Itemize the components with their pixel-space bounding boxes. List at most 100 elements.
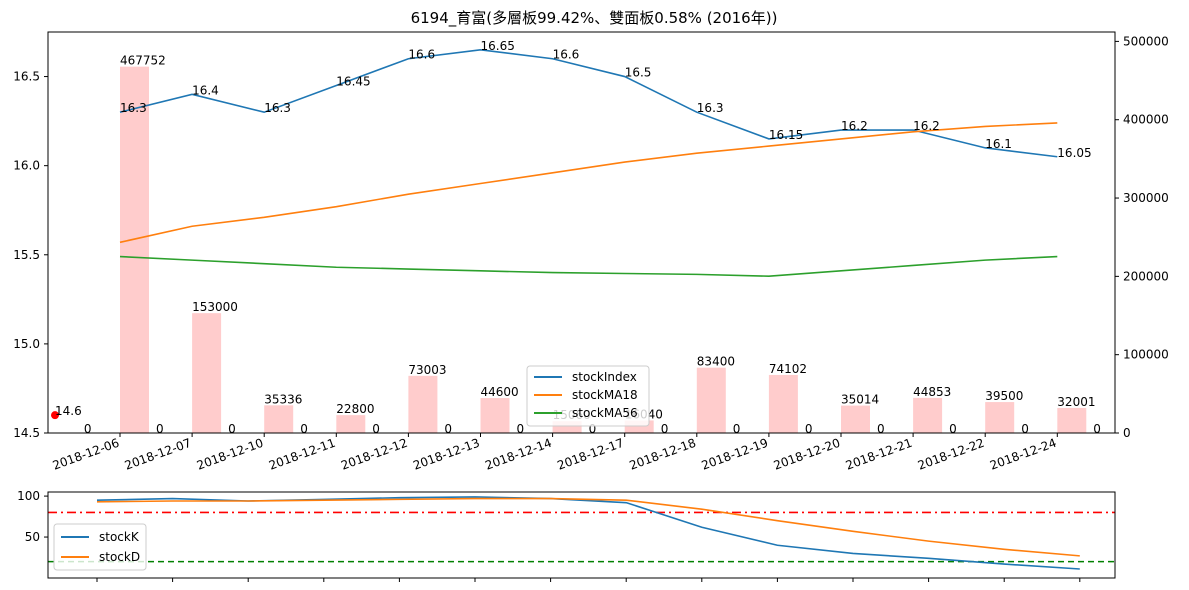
kd-y-tick-label: 100	[17, 489, 40, 503]
main-plot: 4677521530003533622800730034460015060160…	[13, 31, 1169, 473]
kd-reference-lines	[48, 511, 1115, 563]
volume-bar	[192, 313, 222, 433]
legend-label: stockMA18	[572, 388, 638, 402]
zero-volume-label: 0	[661, 422, 669, 436]
volume-label: 35336	[264, 392, 302, 406]
x-tick-label: 2018-12-13	[411, 436, 481, 473]
volume-label: 467752	[120, 54, 166, 68]
volume-bar	[696, 367, 726, 433]
price-label: 16.05	[1057, 146, 1091, 160]
kd-legend-label: stockD	[99, 550, 140, 564]
zero-volume-label: 0	[517, 422, 525, 436]
x-tick-label: 2018-12-14	[483, 436, 553, 473]
kd-series-line-stockK	[96, 496, 1080, 570]
x-tick-label: 2018-12-18	[627, 436, 697, 473]
series-line-stockMA18	[119, 122, 1058, 244]
price-label: 16.3	[120, 101, 147, 115]
y-axis-left: 14.5 15.0 15.5 16.0 16.5	[13, 70, 48, 440]
zero-volume-label: 0	[156, 422, 164, 436]
volume-bar	[408, 375, 438, 433]
y-tick-label: 14.5	[13, 426, 40, 440]
main-plot-frame	[47, 31, 1116, 434]
x-tick-label: 2018-12-11	[267, 436, 337, 473]
price-label: 16.2	[913, 119, 940, 133]
series-line-stockMA56	[119, 255, 1058, 277]
main-legend: stockIndex stockMA18 stockMA56	[526, 365, 650, 427]
y-tick-label: 15.0	[13, 337, 40, 351]
volume-label: 35014	[841, 393, 879, 407]
x-tick-label: 2018-12-17	[555, 436, 625, 473]
volume-bar	[913, 397, 943, 433]
volume-bar	[480, 398, 510, 433]
kd-plot-frame	[47, 491, 1116, 579]
x-tick-label: 2018-12-07	[123, 436, 193, 473]
price-label: 16.6	[408, 48, 435, 62]
price-label: 16.1	[985, 137, 1012, 151]
volume-bar	[768, 374, 798, 433]
zero-volume-label: 0	[589, 422, 597, 436]
legend-label: stockMA56	[572, 406, 638, 420]
zero-volume-label: 0	[1021, 422, 1029, 436]
volume-bar	[1057, 407, 1087, 433]
y2-tick-label: 500000	[1123, 34, 1169, 48]
zero-volume-label: 0	[733, 422, 741, 436]
volume-label: 32001	[1057, 395, 1095, 409]
x-tick-label: 2018-12-12	[339, 436, 409, 473]
zero-volume-label: 0	[372, 422, 380, 436]
legend-box	[526, 365, 650, 427]
volume-bar	[264, 405, 294, 433]
kd-y-tick-label: 50	[25, 530, 40, 544]
price-label: 16.3	[264, 101, 291, 115]
y-tick-label: 16.0	[13, 159, 40, 173]
volume-bars	[120, 66, 1087, 433]
volume-label: 39500	[985, 389, 1023, 403]
x-tick-label: 2018-12-10	[195, 436, 265, 473]
y2-tick-label: 200000	[1123, 269, 1169, 283]
volume-bar	[841, 405, 870, 433]
zero-volume-label: 0	[1093, 422, 1101, 436]
price-labels: 16.3 16.4 16.3 16.45 16.6 16.65 16.6 16.5 16.3 16…	[51, 39, 1092, 420]
zero-volume-label: 0	[300, 422, 308, 436]
price-label: 16.15	[769, 128, 803, 142]
price-lines	[119, 49, 1058, 277]
kd-legend: stockK stockD	[53, 523, 147, 571]
marker-label: 14.6	[55, 404, 82, 418]
x-axis: 2018-12-06 2018-12-07 2018-12-10 2018-12-11…	[51, 433, 1058, 473]
y-axis-right: 0 100000 200000 300000 400000 500000	[1115, 34, 1169, 440]
kd-x-axis	[96, 578, 1081, 582]
volume-label: 153000	[192, 300, 238, 314]
zero-volume-label: 0	[949, 422, 957, 436]
kd-lines	[96, 496, 1080, 570]
x-tick-label: 2018-12-19	[700, 436, 770, 473]
x-tick-label: 2018-12-20	[772, 436, 842, 473]
series-line-stockIndex	[119, 49, 1058, 158]
price-label: 16.6	[553, 48, 580, 62]
x-tick-label: 2018-12-21	[844, 436, 914, 473]
volume-label: 73003	[408, 363, 446, 377]
x-tick-label: 2018-12-24	[988, 436, 1058, 473]
price-label: 16.65	[481, 39, 515, 53]
x-tick-label: 2018-12-22	[916, 436, 986, 473]
price-label: 16.5	[625, 66, 652, 80]
kd-y-axis: 50 100	[17, 489, 48, 544]
zero-volume-label: 0	[84, 422, 92, 436]
price-label: 16.45	[336, 74, 370, 88]
volume-bar	[985, 402, 1015, 433]
zero-volume-label: 0	[444, 422, 452, 436]
volume-bar	[552, 421, 582, 433]
y2-tick-label: 300000	[1123, 191, 1169, 205]
y-tick-label: 16.5	[13, 70, 40, 84]
legend-label: stockIndex	[572, 370, 637, 384]
kd-plot: 50 100 stockK stockD	[17, 489, 1116, 582]
volume-label: 22800	[336, 402, 374, 416]
zero-volume-label: 0	[877, 422, 885, 436]
y2-tick-label: 0	[1123, 426, 1131, 440]
volume-label: 44853	[913, 385, 951, 399]
kd-series-line-stockD	[96, 497, 1080, 557]
price-label: 16.4	[192, 83, 219, 97]
x-tick-label: 2018-12-06	[51, 436, 121, 473]
volume-bar	[120, 66, 149, 433]
price-label: 16.2	[841, 119, 868, 133]
volume-label: 83400	[697, 355, 735, 369]
